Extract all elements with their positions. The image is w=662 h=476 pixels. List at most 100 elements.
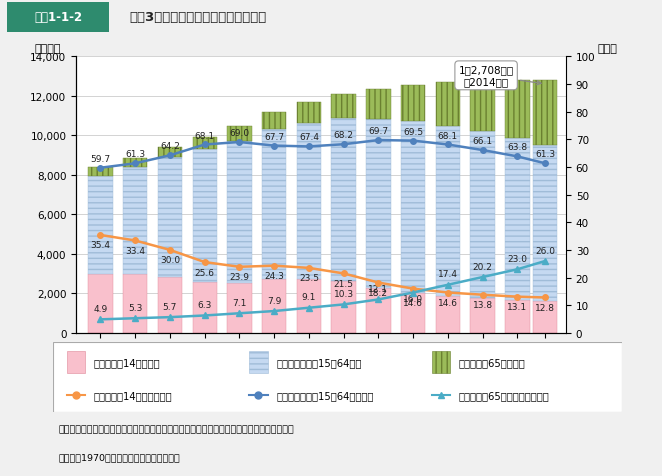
Text: 23.0: 23.0 (507, 254, 528, 263)
Bar (262, 130, 287, 279)
Text: （年）: （年） (576, 357, 596, 367)
Bar (123, 274, 148, 333)
Bar (366, 90, 391, 119)
Text: （万人）: （万人） (34, 44, 61, 54)
Bar (262, 112, 287, 130)
Text: 35.4: 35.4 (91, 241, 111, 250)
Bar (193, 150, 217, 283)
Text: 30.0: 30.0 (160, 256, 180, 265)
Bar (158, 147, 182, 158)
Text: 20.2: 20.2 (473, 262, 493, 271)
Text: 68.1: 68.1 (195, 131, 214, 140)
Bar (123, 159, 148, 168)
Text: 14.6: 14.6 (438, 298, 458, 307)
Text: 年齢3区分別人口及び人口割合の推移: 年齢3区分別人口及び人口割合の推移 (129, 10, 266, 24)
Text: 5.3: 5.3 (128, 303, 142, 312)
Bar (297, 102, 321, 123)
Text: 図表1-1-2: 図表1-1-2 (34, 10, 82, 24)
Text: 生産年齢人口（15～64歳）: 生産年齢人口（15～64歳） (276, 357, 361, 367)
Bar (505, 139, 530, 300)
Text: 23.5: 23.5 (299, 274, 319, 283)
Bar (227, 127, 252, 141)
Text: 61.3: 61.3 (125, 150, 145, 159)
Bar (297, 279, 321, 333)
Bar (533, 146, 557, 301)
Text: 59.7: 59.7 (91, 155, 111, 163)
FancyBboxPatch shape (7, 3, 109, 33)
Bar (193, 138, 217, 150)
Bar (432, 351, 449, 373)
Bar (158, 158, 182, 277)
Text: 17.4: 17.4 (438, 270, 458, 279)
Text: 67.4: 67.4 (299, 133, 319, 142)
Text: 6.3: 6.3 (197, 300, 212, 309)
Bar (436, 127, 460, 297)
Text: 資料：総務省統計局「国勢調査」（年齢不詳の人口を按分して含めた。）及び「人口推計」: 資料：総務省統計局「国勢調査」（年齢不詳の人口を按分して含めた。）及び「人口推計… (59, 425, 295, 434)
Bar (533, 301, 557, 333)
Bar (471, 298, 495, 333)
Bar (332, 282, 355, 333)
Text: 4.9: 4.9 (93, 304, 108, 313)
Bar (401, 122, 425, 294)
Text: （注）　1970年までは沖縄県を含まない。: （注） 1970年までは沖縄県を含まない。 (59, 452, 181, 461)
Text: 13.8: 13.8 (473, 300, 493, 309)
Text: 69.7: 69.7 (368, 127, 389, 136)
Bar (227, 284, 252, 333)
Text: 生産年齢人口（15～64歳）割合: 生産年齢人口（15～64歳）割合 (276, 390, 373, 400)
Text: 老年人口（65歳以上）: 老年人口（65歳以上） (458, 357, 525, 367)
Bar (88, 275, 113, 333)
Bar (262, 279, 287, 333)
Bar (332, 95, 355, 119)
Bar (88, 176, 113, 275)
Text: 18.2: 18.2 (368, 288, 389, 298)
Text: 13.1: 13.1 (507, 303, 528, 311)
Text: 9.1: 9.1 (302, 293, 316, 302)
Text: 66.1: 66.1 (473, 137, 493, 146)
Text: 67.7: 67.7 (264, 132, 284, 141)
Bar (401, 294, 425, 333)
Bar (471, 132, 495, 298)
Bar (158, 277, 182, 333)
Text: 26.0: 26.0 (535, 246, 555, 255)
Text: 33.4: 33.4 (125, 247, 145, 256)
Text: 69.0: 69.0 (229, 129, 250, 138)
Text: 24.3: 24.3 (264, 272, 284, 280)
Bar (250, 351, 267, 373)
Text: 1億2,708万人
（2014年）: 1億2,708万人 （2014年） (459, 65, 541, 87)
Text: 69.5: 69.5 (403, 128, 423, 137)
Text: 25.6: 25.6 (195, 268, 214, 277)
Text: 5.7: 5.7 (163, 302, 177, 311)
Bar (227, 141, 252, 284)
Text: 63.8: 63.8 (507, 143, 528, 152)
Text: 年少人口（14歳以下）割合: 年少人口（14歳以下）割合 (94, 390, 173, 400)
Text: 61.3: 61.3 (535, 150, 555, 159)
Bar (533, 80, 557, 146)
Text: 64.2: 64.2 (160, 142, 180, 151)
Text: 7.1: 7.1 (232, 298, 247, 307)
Text: 68.1: 68.1 (438, 131, 458, 140)
Bar (436, 83, 460, 127)
Bar (505, 300, 530, 333)
Bar (401, 86, 425, 122)
Text: 10.3: 10.3 (334, 289, 354, 298)
Bar (436, 297, 460, 333)
Text: 16.0: 16.0 (403, 295, 423, 304)
Text: 12.8: 12.8 (535, 303, 555, 312)
Bar (68, 351, 85, 373)
Text: 14.6: 14.6 (403, 298, 423, 307)
Text: 年少人口（14歳以下）: 年少人口（14歳以下） (94, 357, 161, 367)
Bar (505, 81, 530, 139)
Text: 21.5: 21.5 (334, 279, 354, 288)
Text: 高齢化率（65歳以上人口割合）: 高齢化率（65歳以上人口割合） (458, 390, 549, 400)
Text: （％）: （％） (598, 44, 618, 54)
Bar (366, 289, 391, 333)
Bar (193, 283, 217, 333)
Bar (88, 168, 113, 176)
Bar (123, 168, 148, 274)
Bar (332, 119, 355, 282)
Text: 68.2: 68.2 (334, 131, 354, 140)
Text: 12.1: 12.1 (368, 285, 389, 294)
Text: 7.9: 7.9 (267, 296, 281, 305)
Text: 23.9: 23.9 (230, 273, 250, 282)
Bar (366, 119, 391, 289)
